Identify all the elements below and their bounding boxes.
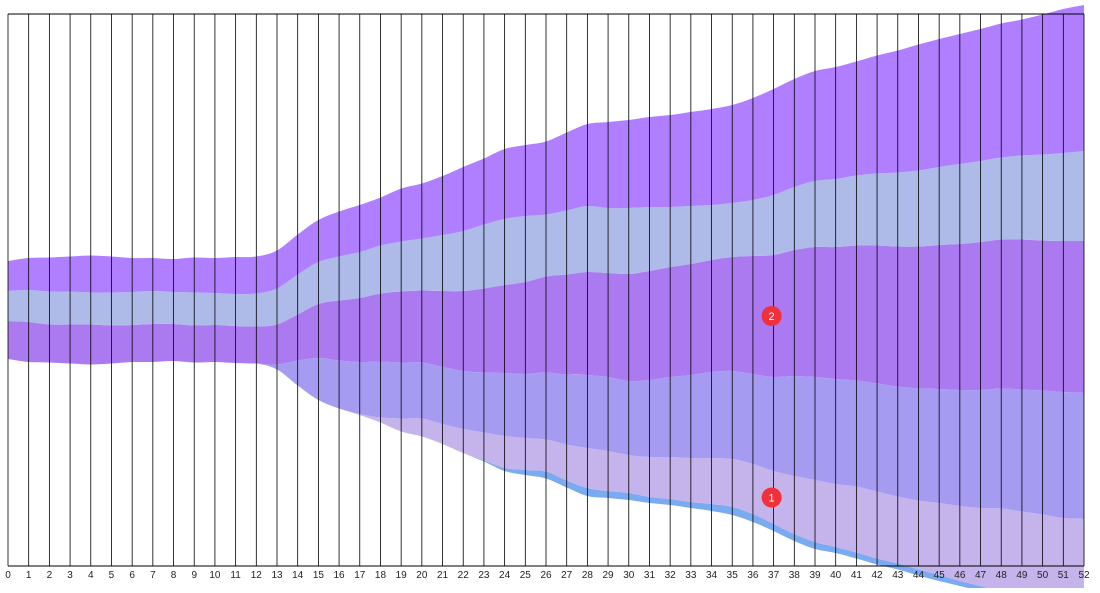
x-tick-label-24: 24 (499, 570, 511, 581)
x-tick-label-51: 51 (1058, 570, 1070, 581)
x-tick-label-49: 49 (1016, 570, 1028, 581)
x-tick-label-19: 19 (396, 570, 408, 581)
x-tick-label-6: 6 (129, 570, 135, 581)
x-tick-label-33: 33 (685, 570, 697, 581)
annotation-dot (761, 306, 782, 326)
x-tick-label-40: 40 (830, 570, 842, 581)
x-tick-label-50: 50 (1037, 570, 1049, 581)
x-tick-label-21: 21 (437, 570, 449, 581)
annotation-marker-1: 1 (761, 487, 782, 508)
x-tick-label-11: 11 (230, 570, 241, 581)
annotation-dot (761, 487, 782, 508)
x-tick-label-25: 25 (520, 570, 532, 581)
x-tick-label-12: 12 (251, 570, 263, 581)
x-tick-label-2: 2 (47, 570, 53, 581)
x-tick-label-32: 32 (665, 570, 677, 581)
x-tick-label-3: 3 (67, 570, 73, 581)
x-tick-label-22: 22 (458, 570, 470, 581)
x-tick-label-36: 36 (747, 570, 759, 581)
x-tick-label-43: 43 (892, 570, 904, 581)
x-tick-label-28: 28 (582, 570, 594, 581)
x-tick-label-34: 34 (706, 570, 718, 581)
x-tick-label-14: 14 (292, 570, 304, 581)
annotation-label: 2 (769, 311, 775, 323)
x-tick-label-46: 46 (954, 570, 966, 581)
x-tick-label-42: 42 (872, 570, 884, 581)
x-tick-label-1: 1 (26, 570, 32, 581)
x-tick-label-15: 15 (313, 570, 325, 581)
annotation-marker-2: 2 (761, 306, 782, 326)
x-tick-label-26: 26 (540, 570, 552, 581)
x-tick-label-41: 41 (851, 570, 863, 581)
x-tick-label-27: 27 (561, 570, 573, 581)
annotation-markers: 12 (761, 306, 782, 508)
x-tick-label-39: 39 (809, 570, 821, 581)
stream-layer-1 (8, 359, 1008, 593)
x-tick-label-37: 37 (768, 570, 780, 581)
x-tick-label-20: 20 (416, 570, 428, 581)
x-tick-label-23: 23 (478, 570, 490, 581)
x-tick-label-13: 13 (271, 570, 283, 581)
x-tick-label-30: 30 (623, 570, 635, 581)
x-tick-label-17: 17 (354, 570, 366, 581)
x-tick-label-18: 18 (375, 570, 387, 581)
x-tick-label-48: 48 (996, 570, 1008, 581)
x-tick-label-47: 47 (975, 570, 987, 581)
x-tick-label-9: 9 (191, 570, 197, 581)
vertical-gridlines (7, 14, 1085, 566)
x-tick-label-29: 29 (603, 570, 615, 581)
x-tick-label-44: 44 (913, 570, 925, 581)
x-tick-label-8: 8 (171, 570, 177, 581)
x-tick-label-52: 52 (1078, 570, 1090, 581)
x-tick-label-38: 38 (789, 570, 801, 581)
x-tick-label-0: 0 (5, 570, 11, 581)
x-axis: 0 1 2 3 4 5 6 7 8 9 10 11 12 13 14 15 16 17 18 19 20 21 22 23 24… (5, 13, 1090, 581)
x-tick-label-4: 4 (88, 570, 94, 581)
x-tick-label-31: 31 (644, 570, 656, 581)
x-tick-label-5: 5 (109, 570, 115, 581)
x-tick-label-35: 35 (727, 570, 739, 581)
x-tick-label-7: 7 (150, 570, 156, 581)
x-tick-label-10: 10 (209, 570, 221, 581)
x-tick-label-16: 16 (334, 570, 346, 581)
x-tick-label-45: 45 (934, 570, 946, 581)
annotation-label: 1 (769, 493, 775, 505)
